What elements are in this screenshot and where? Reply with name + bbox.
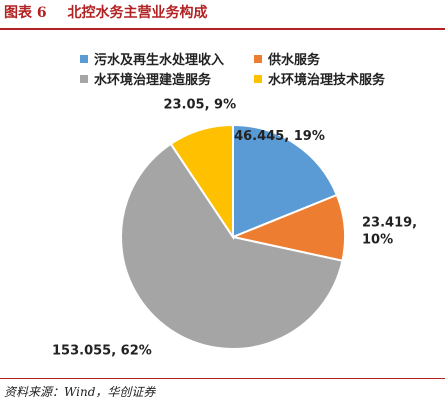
legend-swatch-2 bbox=[80, 74, 88, 83]
legend-item-0: 污水及再生水处理收入 bbox=[80, 49, 224, 68]
pie-data-label-0-line-0: 46.445, 19% bbox=[234, 129, 325, 144]
pie-data-label-3: 23.05, 9% bbox=[163, 98, 236, 113]
pie-data-label-1-line-0: 23.419, bbox=[362, 215, 417, 230]
pie-data-label-2: 153.055, 62% bbox=[52, 343, 152, 358]
legend-label-3: 水环境治理技术服务 bbox=[268, 73, 386, 88]
legend-label-0: 污水及再生水处理收入 bbox=[94, 53, 225, 68]
legend-label-1: 供水服务 bbox=[268, 53, 321, 68]
pie-chart: 46.445, 19% 23.419, 10% 153.055, 62% 23.05, … bbox=[52, 98, 417, 359]
pie-data-labels: 46.445, 19% 23.419, 10% 153.055, 62% 23.05, … bbox=[52, 98, 417, 359]
source-note: 资料来源：Wind，华创证券 bbox=[0, 378, 445, 400]
pie-data-label-2-line-0: 153.055, 62% bbox=[52, 343, 152, 358]
legend-swatch-0 bbox=[80, 54, 88, 63]
legend-label-2: 水环境治理建造服务 bbox=[94, 73, 212, 88]
pie-data-label-0: 46.445, 19% bbox=[234, 129, 325, 144]
pie-slices bbox=[120, 123, 346, 350]
legend-item-2: 水环境治理建造服务 bbox=[80, 69, 211, 88]
legend-item-3: 水环境治理技术服务 bbox=[254, 69, 385, 88]
legend-swatch-3 bbox=[254, 74, 262, 83]
pie-data-label-3-line-0: 23.05, 9% bbox=[163, 98, 236, 113]
figure-header: 图表 6 北控水务主营业务构成 bbox=[0, 0, 445, 30]
figure-title: 北控水务主营业务构成 bbox=[67, 5, 208, 21]
pie-slice-0 bbox=[232, 123, 339, 239]
pie-data-label-1: 23.419, 10% bbox=[362, 215, 417, 247]
pie-slice-3 bbox=[169, 123, 234, 241]
figure-number: 图表 6 bbox=[4, 5, 47, 21]
pie-slice-2 bbox=[120, 142, 344, 350]
legend-item-1: 供水服务 bbox=[254, 49, 320, 68]
legend-swatch-1 bbox=[254, 54, 262, 63]
pie-data-label-1-line-1: 10% bbox=[362, 232, 393, 247]
